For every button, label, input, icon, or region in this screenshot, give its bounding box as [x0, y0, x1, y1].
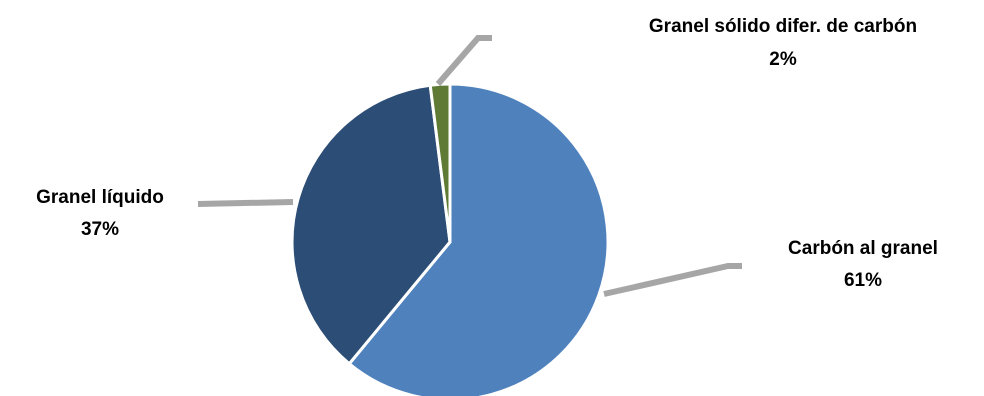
- slice-label-granel-solido: Granel sólido difer. de carbón: [649, 16, 917, 37]
- slice-carbon-al-granel: [347, 82, 610, 396]
- pie-slices: [290, 82, 610, 396]
- slice-value-granel-liquido: 37%: [81, 219, 119, 240]
- leader-lines: [197, 35, 742, 297]
- leader-line-carbon: [603, 263, 742, 297]
- leader-line-granel-solido: [435, 35, 492, 86]
- slice-label-granel-liquido: Granel líquido: [36, 187, 164, 208]
- slice-value-carbon: 61%: [844, 270, 882, 291]
- slice-labels: Granel sólido difer. de carbón 2% Granel…: [36, 16, 938, 291]
- slice-label-carbon: Carbón al granel: [788, 238, 938, 259]
- leader-line-granel-liquido: [197, 199, 294, 207]
- slice-granel-liquido: [290, 83, 452, 366]
- slice-value-granel-solido: 2%: [769, 49, 797, 70]
